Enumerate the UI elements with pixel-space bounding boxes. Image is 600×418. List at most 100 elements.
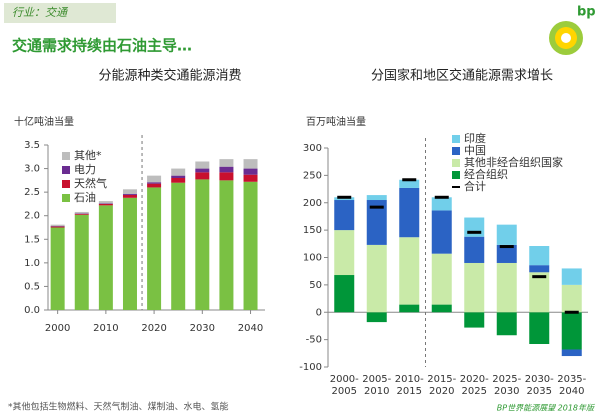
footnote: *其他包括生物燃料、天然气制油、煤制油、水电、氢能 bbox=[8, 401, 229, 413]
legend-label: 天然气 bbox=[74, 176, 107, 190]
tag: 行业：交通 bbox=[12, 6, 69, 19]
y-tick-label: 300 bbox=[303, 143, 322, 154]
total-marker bbox=[467, 230, 482, 234]
y-tick-label: 3.5 bbox=[24, 140, 40, 151]
bar-segment bbox=[50, 227, 65, 310]
x-tick-label: 2030 bbox=[494, 386, 519, 397]
x-tick-label: 2010- bbox=[395, 374, 424, 385]
bar-segment bbox=[74, 213, 89, 215]
logo-text: bp bbox=[577, 5, 596, 20]
bar-segment bbox=[147, 187, 162, 310]
x-tick-label: 2040 bbox=[559, 386, 584, 397]
x-tick-label: 2010 bbox=[93, 323, 118, 334]
legend-label: 其他非经合组织国家 bbox=[464, 155, 563, 169]
bar-segment bbox=[195, 179, 210, 310]
bar-segment bbox=[529, 265, 550, 273]
bar-segment bbox=[195, 172, 210, 180]
bar-segment bbox=[399, 179, 420, 188]
bar-segment bbox=[243, 168, 258, 175]
legend-swatch bbox=[452, 147, 460, 155]
bar-segment bbox=[496, 224, 517, 245]
bar-segment bbox=[464, 312, 485, 328]
x-tick-label: 2040 bbox=[238, 323, 263, 334]
bar-segment bbox=[50, 226, 65, 228]
chart-title: 分能源种类交通能源消费 bbox=[98, 68, 241, 84]
y-tick-label: 150 bbox=[303, 225, 322, 236]
bar-segment bbox=[98, 203, 113, 206]
bar-segment bbox=[98, 201, 113, 204]
chart-title: 分国家和地区交通能源需求增长 bbox=[371, 68, 553, 84]
x-tick-label: 2005 bbox=[332, 386, 357, 397]
bar-segment bbox=[147, 175, 162, 183]
bar-segment bbox=[529, 272, 550, 313]
bar-segment bbox=[399, 187, 420, 238]
logo: bp bbox=[549, 5, 596, 55]
x-tick-label: 2000 bbox=[45, 323, 70, 334]
bar-segment bbox=[98, 205, 113, 310]
legend-label: 中国 bbox=[464, 144, 486, 157]
bar-segment bbox=[219, 159, 234, 167]
y-tick-label: 250 bbox=[303, 170, 322, 181]
bar-segment bbox=[366, 195, 387, 201]
x-tick-label: 2005- bbox=[362, 374, 391, 385]
x-tick-label: 2035 bbox=[527, 386, 552, 397]
source: BP世界能源展望 2018年版 bbox=[497, 404, 596, 413]
bar-segment bbox=[334, 230, 355, 276]
total-marker bbox=[532, 275, 547, 279]
total-marker bbox=[434, 195, 449, 199]
bar-segment bbox=[219, 166, 234, 173]
bar-segment bbox=[147, 183, 162, 188]
bar-segment bbox=[464, 236, 485, 263]
bar-segment bbox=[243, 159, 258, 169]
bar-segment bbox=[496, 244, 517, 263]
bar-segment bbox=[122, 189, 137, 195]
bar-segment bbox=[219, 172, 234, 181]
bar-segment bbox=[74, 214, 89, 310]
bar-segment bbox=[431, 253, 452, 305]
legend-label: 经合组织 bbox=[464, 167, 508, 181]
bar-segment bbox=[431, 304, 452, 313]
x-tick-label: 2020 bbox=[141, 323, 166, 334]
bar-segment bbox=[529, 246, 550, 266]
bar-segment bbox=[122, 194, 137, 195]
legend-swatch bbox=[62, 180, 70, 188]
bar-segment bbox=[561, 349, 582, 357]
bar-segment bbox=[243, 181, 258, 310]
legend-label: 印度 bbox=[464, 131, 486, 145]
bar-segment bbox=[399, 304, 420, 313]
legend-swatch bbox=[452, 159, 460, 167]
bar-segment bbox=[561, 312, 582, 350]
legend-label: 石油 bbox=[74, 190, 96, 204]
y-tick-label: 0 bbox=[316, 307, 322, 318]
x-tick-label: 2010 bbox=[364, 386, 389, 397]
y-axis-label: 百万吨油当量 bbox=[306, 115, 366, 128]
y-tick-label: 200 bbox=[303, 198, 322, 209]
total-marker bbox=[369, 205, 384, 209]
y-tick-label: 0.5 bbox=[24, 281, 40, 292]
legend-swatch bbox=[452, 135, 460, 143]
bar-segment bbox=[122, 194, 137, 198]
legend-swatch bbox=[62, 194, 70, 202]
y-tick-label: 2.5 bbox=[24, 187, 40, 198]
x-tick-label: 2025 bbox=[462, 386, 487, 397]
bar-segment bbox=[243, 174, 258, 182]
y-tick-label: 0.0 bbox=[24, 305, 40, 316]
page-title: 交通需求持续由石油主导… bbox=[12, 37, 192, 55]
y-tick-label: 50 bbox=[309, 280, 322, 291]
bar-segment bbox=[334, 275, 355, 313]
y-tick-label: 100 bbox=[303, 253, 322, 264]
y-tick-label: 3.0 bbox=[24, 164, 40, 175]
bar-segment bbox=[561, 268, 582, 285]
bar-segment bbox=[561, 284, 582, 313]
bar-segment bbox=[464, 217, 485, 237]
bar-segment bbox=[171, 168, 186, 176]
total-marker bbox=[402, 178, 417, 182]
x-tick-label: 2035- bbox=[557, 374, 586, 385]
bar-segment bbox=[171, 178, 186, 183]
x-tick-label: 2020- bbox=[460, 374, 489, 385]
bar-segment bbox=[431, 210, 452, 254]
x-tick-label: 2020 bbox=[429, 386, 454, 397]
bar-segment bbox=[366, 244, 387, 313]
legend-label: 其他* bbox=[74, 149, 102, 162]
